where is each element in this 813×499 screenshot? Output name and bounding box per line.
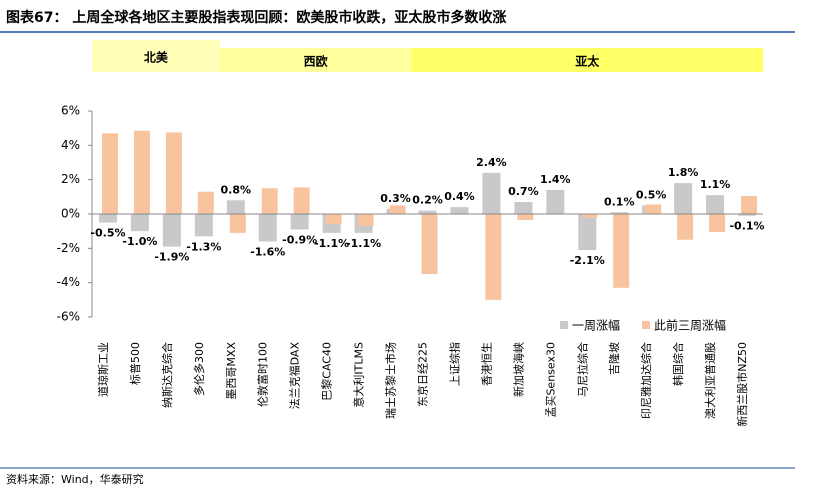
bar [581, 214, 598, 218]
bar [389, 205, 406, 214]
data-label: -1.1% [314, 237, 349, 250]
x-tick-label: 多伦多300 [192, 342, 206, 396]
x-tick-label: 孟买Sensex30 [544, 342, 557, 418]
y-tick-label: 4% [61, 138, 80, 152]
bar [517, 214, 534, 221]
chart-title: 图表67： 上周全球各地区主要股指表现回顾：欧美股市收跌，亚太股市多数收涨 [6, 9, 506, 26]
bar [325, 214, 342, 225]
bar [418, 210, 437, 214]
x-tick-label: 印尼雅加达综合 [639, 342, 653, 419]
x-tick-label: 新加坡海峡 [511, 342, 525, 397]
data-label: -0.9% [282, 233, 317, 246]
bar [677, 214, 694, 240]
data-label: -2.1% [570, 254, 605, 267]
y-tick-label: 2% [61, 172, 80, 186]
data-label: 0.2% [412, 194, 443, 207]
x-tick-label: 澳大利亚普通股 [703, 342, 717, 419]
bar [290, 214, 309, 230]
data-label: 1.8% [668, 166, 699, 179]
x-tick-label: 东京日经225 [416, 342, 430, 407]
y-tick-label: 0% [61, 207, 80, 221]
legend-swatch [642, 321, 650, 329]
data-label: 1.1% [700, 178, 731, 191]
region-band [411, 48, 763, 72]
region-label: 西欧 [304, 54, 328, 69]
source: 资料来源：Wind，华泰研究 [6, 472, 144, 486]
data-label: 0.8% [221, 183, 252, 196]
bar [261, 188, 278, 214]
x-tick-label: 墨西哥MXX [225, 342, 238, 400]
y-tick-label: -2% [57, 241, 80, 255]
bar [165, 132, 182, 214]
legend-label: 此前三周涨幅 [654, 318, 726, 333]
data-label: -1.9% [154, 251, 189, 264]
bar [197, 191, 214, 214]
region-band [219, 48, 412, 72]
data-label: 0.1% [604, 195, 635, 208]
data-label: -1.6% [250, 245, 285, 258]
x-tick-label: 意大利ITLMS [352, 342, 366, 408]
x-tick-label: 纳斯达克综合 [160, 342, 174, 408]
data-label: -1.1% [346, 237, 381, 250]
data-label: -1.0% [122, 235, 157, 248]
x-tick-label: 法兰克福DAX [288, 342, 302, 410]
x-tick-label: 香港恒生 [479, 342, 493, 386]
x-tick-label: 道琼斯工业 [96, 342, 110, 397]
bar [741, 195, 758, 214]
bar [485, 214, 502, 300]
data-label: 1.4% [540, 173, 571, 186]
data-label: -0.1% [729, 220, 764, 233]
bar [421, 214, 438, 275]
data-label: 0.7% [508, 185, 539, 198]
y-tick-label: -4% [57, 275, 80, 289]
data-label: 2.4% [476, 156, 507, 169]
bar [130, 214, 149, 232]
bar [293, 187, 310, 214]
bar [98, 214, 117, 223]
bar [226, 200, 245, 214]
data-label: 0.4% [444, 190, 475, 203]
legend-swatch [560, 321, 568, 329]
bar [101, 133, 118, 214]
bar [357, 214, 374, 227]
bar [645, 204, 662, 214]
data-label: -1.3% [186, 240, 221, 253]
bar [482, 172, 501, 214]
bar [258, 214, 277, 242]
x-tick-label: 标普500 [128, 342, 142, 385]
region-label: 北美 [144, 50, 169, 65]
x-tick-label: 吉隆坡 [607, 342, 621, 375]
data-label: 0.3% [380, 192, 411, 205]
y-tick-label: 6% [61, 104, 80, 118]
x-tick-label: 马尼拉综合 [575, 342, 589, 397]
region-label: 亚太 [575, 54, 600, 69]
bar [162, 214, 181, 247]
y-tick-label: -6% [57, 310, 80, 324]
bar [194, 214, 213, 237]
data-label: -0.5% [90, 227, 125, 240]
legend-label: 一周涨幅 [572, 318, 620, 333]
bar [514, 201, 533, 214]
x-tick-label: 新西兰股市NZ50 [735, 342, 749, 427]
bar [229, 214, 246, 233]
bar [613, 214, 630, 288]
bar [133, 130, 150, 214]
bar [450, 207, 469, 214]
bar [546, 189, 565, 214]
x-tick-label: 韩国综合 [671, 342, 685, 386]
bar [706, 195, 725, 214]
bar [578, 214, 597, 251]
x-tick-label: 瑞士苏黎士市场 [384, 342, 398, 419]
bar [709, 214, 726, 233]
bar [610, 212, 629, 214]
x-tick-label: 伦敦富时100 [256, 342, 270, 407]
region-band [92, 40, 220, 72]
bar [674, 183, 693, 214]
x-tick-label: 巴黎CAC40 [320, 342, 334, 401]
bar [738, 214, 757, 216]
data-label: 0.5% [636, 188, 667, 201]
x-tick-label: 上证综指 [447, 342, 461, 386]
